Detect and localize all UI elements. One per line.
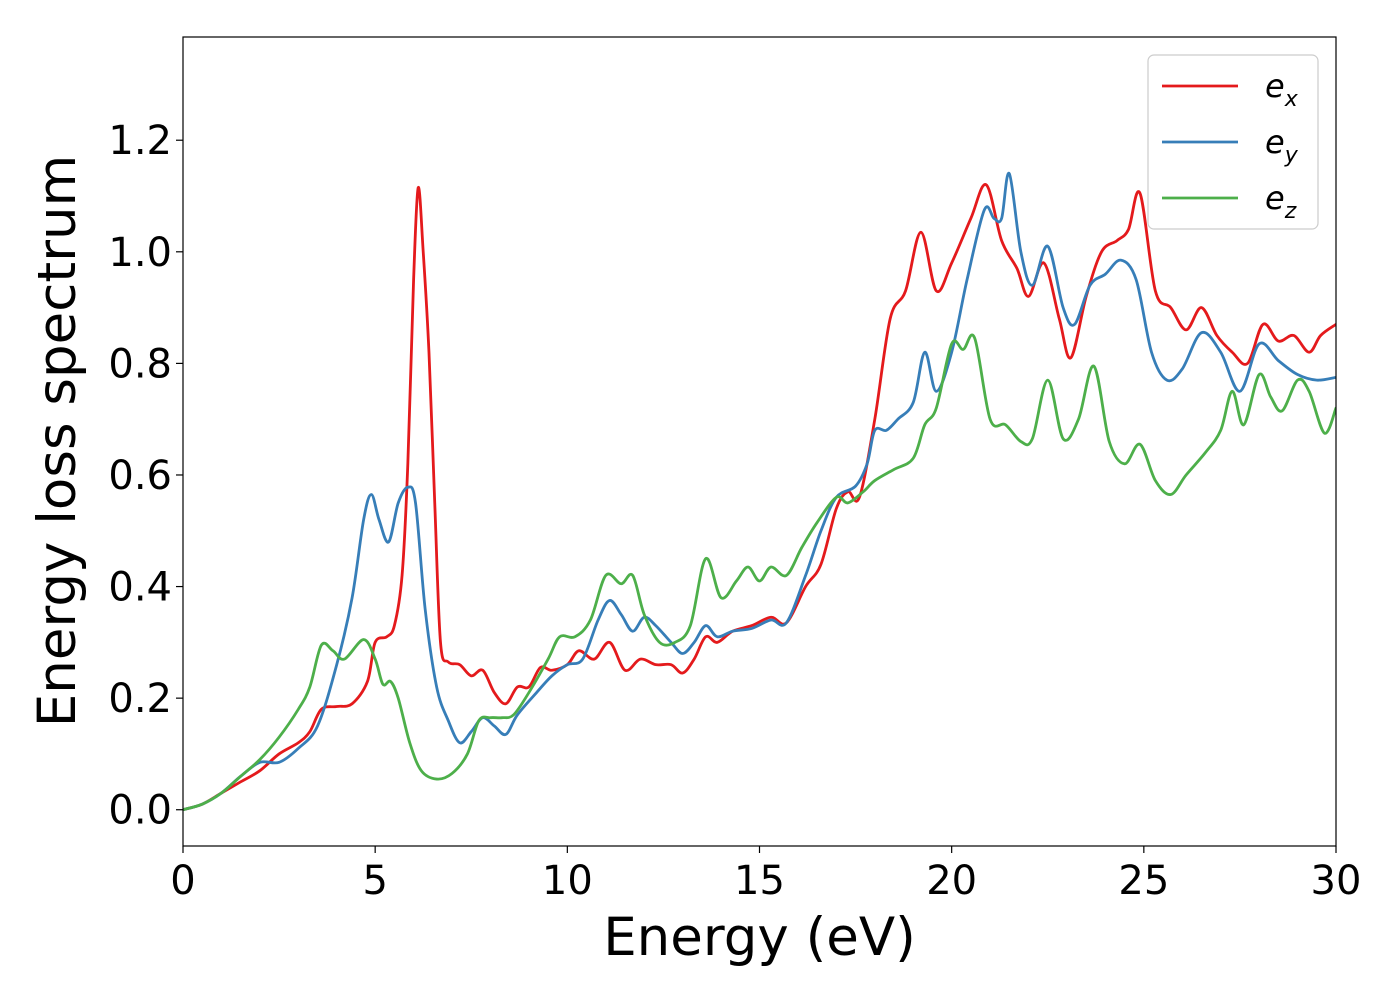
legend-label-z: ez [1265, 179, 1297, 224]
series-line-x [183, 183, 1336, 812]
series-line-y [183, 172, 1336, 812]
series-layer [183, 172, 1336, 812]
x-tick-label: 10 [542, 858, 593, 904]
x-tick-label: 0 [170, 858, 195, 904]
y-tick-label: 0.6 [108, 453, 172, 499]
y-axis: 0.0 0.2 0.4 0.6 0.8 1.0 1.2 [108, 118, 183, 834]
legend-label-sub: x [1284, 87, 1299, 112]
y-tick-label: 0.2 [108, 676, 172, 722]
y-tick-label: 0.4 [108, 565, 172, 611]
x-tick-label: 30 [1311, 858, 1362, 904]
legend-label-sub: z [1284, 199, 1297, 224]
x-axis-title: Energy (eV) [603, 907, 916, 968]
legend-label-y: ey [1265, 123, 1299, 168]
legend-label-sub: y [1284, 143, 1299, 168]
y-tick-label: 0.0 [108, 788, 172, 834]
legend-label-base: e [1265, 67, 1285, 105]
y-tick-label: 0.8 [108, 341, 172, 387]
x-tick-label: 5 [362, 858, 387, 904]
legend-label-base: e [1265, 179, 1285, 217]
x-tick-label: 25 [1118, 858, 1169, 904]
x-tick-label: 15 [734, 858, 785, 904]
x-axis: 0 5 10 15 20 25 30 [170, 846, 1361, 904]
y-tick-label: 1.2 [108, 118, 172, 164]
series-line-z [183, 333, 1336, 812]
y-axis-title: Energy loss spectrum [27, 155, 88, 727]
legend-label-x: ex [1265, 67, 1299, 112]
x-tick-label: 20 [926, 858, 977, 904]
legend-label-base: e [1265, 123, 1285, 161]
y-tick-label: 1.0 [108, 230, 172, 276]
